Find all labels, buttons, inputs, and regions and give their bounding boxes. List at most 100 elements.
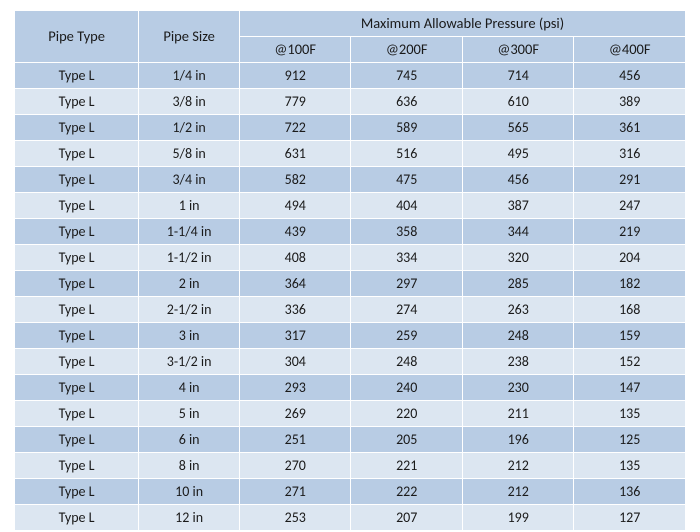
cell-size: 5 in	[139, 401, 240, 427]
cell-size: 6 in	[139, 427, 240, 453]
pressure-table: Pipe Type Pipe Size Maximum Allowable Pr…	[14, 10, 686, 531]
cell-type: Type L	[15, 115, 139, 141]
table-row: Type L1/2 in722589565361	[15, 115, 686, 141]
cell-p400: 456	[574, 63, 686, 89]
cell-type: Type L	[15, 245, 139, 271]
cell-p400: 204	[574, 245, 686, 271]
cell-p100: 293	[240, 375, 351, 401]
cell-p300: 263	[462, 297, 573, 323]
table-row: Type L4 in293240230147	[15, 375, 686, 401]
cell-size: 5/8 in	[139, 141, 240, 167]
cell-p200: 404	[351, 193, 462, 219]
cell-p300: 456	[462, 167, 573, 193]
cell-p200: 222	[351, 479, 462, 505]
cell-p100: 494	[240, 193, 351, 219]
cell-p100: 270	[240, 453, 351, 479]
cell-p200: 358	[351, 219, 462, 245]
cell-p200: 589	[351, 115, 462, 141]
cell-p400: 159	[574, 323, 686, 349]
cell-p100: 722	[240, 115, 351, 141]
cell-size: 3/8 in	[139, 89, 240, 115]
cell-p100: 317	[240, 323, 351, 349]
cell-size: 1-1/4 in	[139, 219, 240, 245]
cell-type: Type L	[15, 453, 139, 479]
cell-type: Type L	[15, 193, 139, 219]
cell-type: Type L	[15, 63, 139, 89]
table-row: Type L2-1/2 in336274263168	[15, 297, 686, 323]
cell-p300: 211	[462, 401, 573, 427]
cell-p100: 408	[240, 245, 351, 271]
cell-p300: 212	[462, 479, 573, 505]
table-row: Type L1-1/2 in408334320204	[15, 245, 686, 271]
table-row: Type L3/4 in582475456291	[15, 167, 686, 193]
cell-type: Type L	[15, 167, 139, 193]
cell-p100: 364	[240, 271, 351, 297]
cell-p300: 565	[462, 115, 573, 141]
cell-p200: 745	[351, 63, 462, 89]
cell-p400: 135	[574, 401, 686, 427]
cell-p400: 168	[574, 297, 686, 323]
col-p200: @200F	[351, 37, 462, 63]
col-p300: @300F	[462, 37, 573, 63]
cell-size: 1 in	[139, 193, 240, 219]
cell-size: 10 in	[139, 479, 240, 505]
cell-p400: 219	[574, 219, 686, 245]
cell-p100: 631	[240, 141, 351, 167]
cell-type: Type L	[15, 505, 139, 531]
col-pipe-type: Pipe Type	[15, 11, 139, 63]
col-p400: @400F	[574, 37, 686, 63]
table-body: Type L1/4 in912745714456Type L3/8 in7796…	[15, 63, 686, 531]
cell-p400: 135	[574, 453, 686, 479]
table-row: Type L2 in364297285182	[15, 271, 686, 297]
cell-p200: 636	[351, 89, 462, 115]
cell-type: Type L	[15, 141, 139, 167]
cell-p100: 251	[240, 427, 351, 453]
cell-p300: 387	[462, 193, 573, 219]
cell-p300: 199	[462, 505, 573, 531]
cell-p400: 152	[574, 349, 686, 375]
cell-p300: 344	[462, 219, 573, 245]
cell-p200: 334	[351, 245, 462, 271]
table-row: Type L8 in270221212135	[15, 453, 686, 479]
table-row: Type L1-1/4 in439358344219	[15, 219, 686, 245]
cell-p200: 297	[351, 271, 462, 297]
cell-p200: 274	[351, 297, 462, 323]
cell-p300: 230	[462, 375, 573, 401]
table-row: Type L3/8 in779636610389	[15, 89, 686, 115]
cell-p300: 196	[462, 427, 573, 453]
cell-p400: 125	[574, 427, 686, 453]
cell-size: 1-1/2 in	[139, 245, 240, 271]
cell-type: Type L	[15, 479, 139, 505]
cell-p100: 779	[240, 89, 351, 115]
cell-p200: 205	[351, 427, 462, 453]
cell-size: 3-1/2 in	[139, 349, 240, 375]
cell-size: 1/2 in	[139, 115, 240, 141]
col-group-pressure: Maximum Allowable Pressure (psi)	[240, 11, 686, 37]
table-row: Type L6 in251205196125	[15, 427, 686, 453]
cell-type: Type L	[15, 271, 139, 297]
cell-p200: 248	[351, 349, 462, 375]
cell-size: 2 in	[139, 271, 240, 297]
cell-p300: 495	[462, 141, 573, 167]
cell-p100: 271	[240, 479, 351, 505]
cell-p200: 221	[351, 453, 462, 479]
table-header: Pipe Type Pipe Size Maximum Allowable Pr…	[15, 11, 686, 63]
cell-p400: 247	[574, 193, 686, 219]
cell-type: Type L	[15, 375, 139, 401]
col-pipe-size: Pipe Size	[139, 11, 240, 63]
cell-p200: 516	[351, 141, 462, 167]
table-row: Type L5 in269220211135	[15, 401, 686, 427]
cell-p100: 304	[240, 349, 351, 375]
cell-p400: 182	[574, 271, 686, 297]
cell-p400: 361	[574, 115, 686, 141]
cell-p100: 582	[240, 167, 351, 193]
cell-size: 3 in	[139, 323, 240, 349]
cell-p300: 248	[462, 323, 573, 349]
cell-p300: 714	[462, 63, 573, 89]
cell-p200: 475	[351, 167, 462, 193]
cell-size: 12 in	[139, 505, 240, 531]
cell-p100: 269	[240, 401, 351, 427]
cell-p300: 212	[462, 453, 573, 479]
cell-p100: 336	[240, 297, 351, 323]
cell-p200: 207	[351, 505, 462, 531]
